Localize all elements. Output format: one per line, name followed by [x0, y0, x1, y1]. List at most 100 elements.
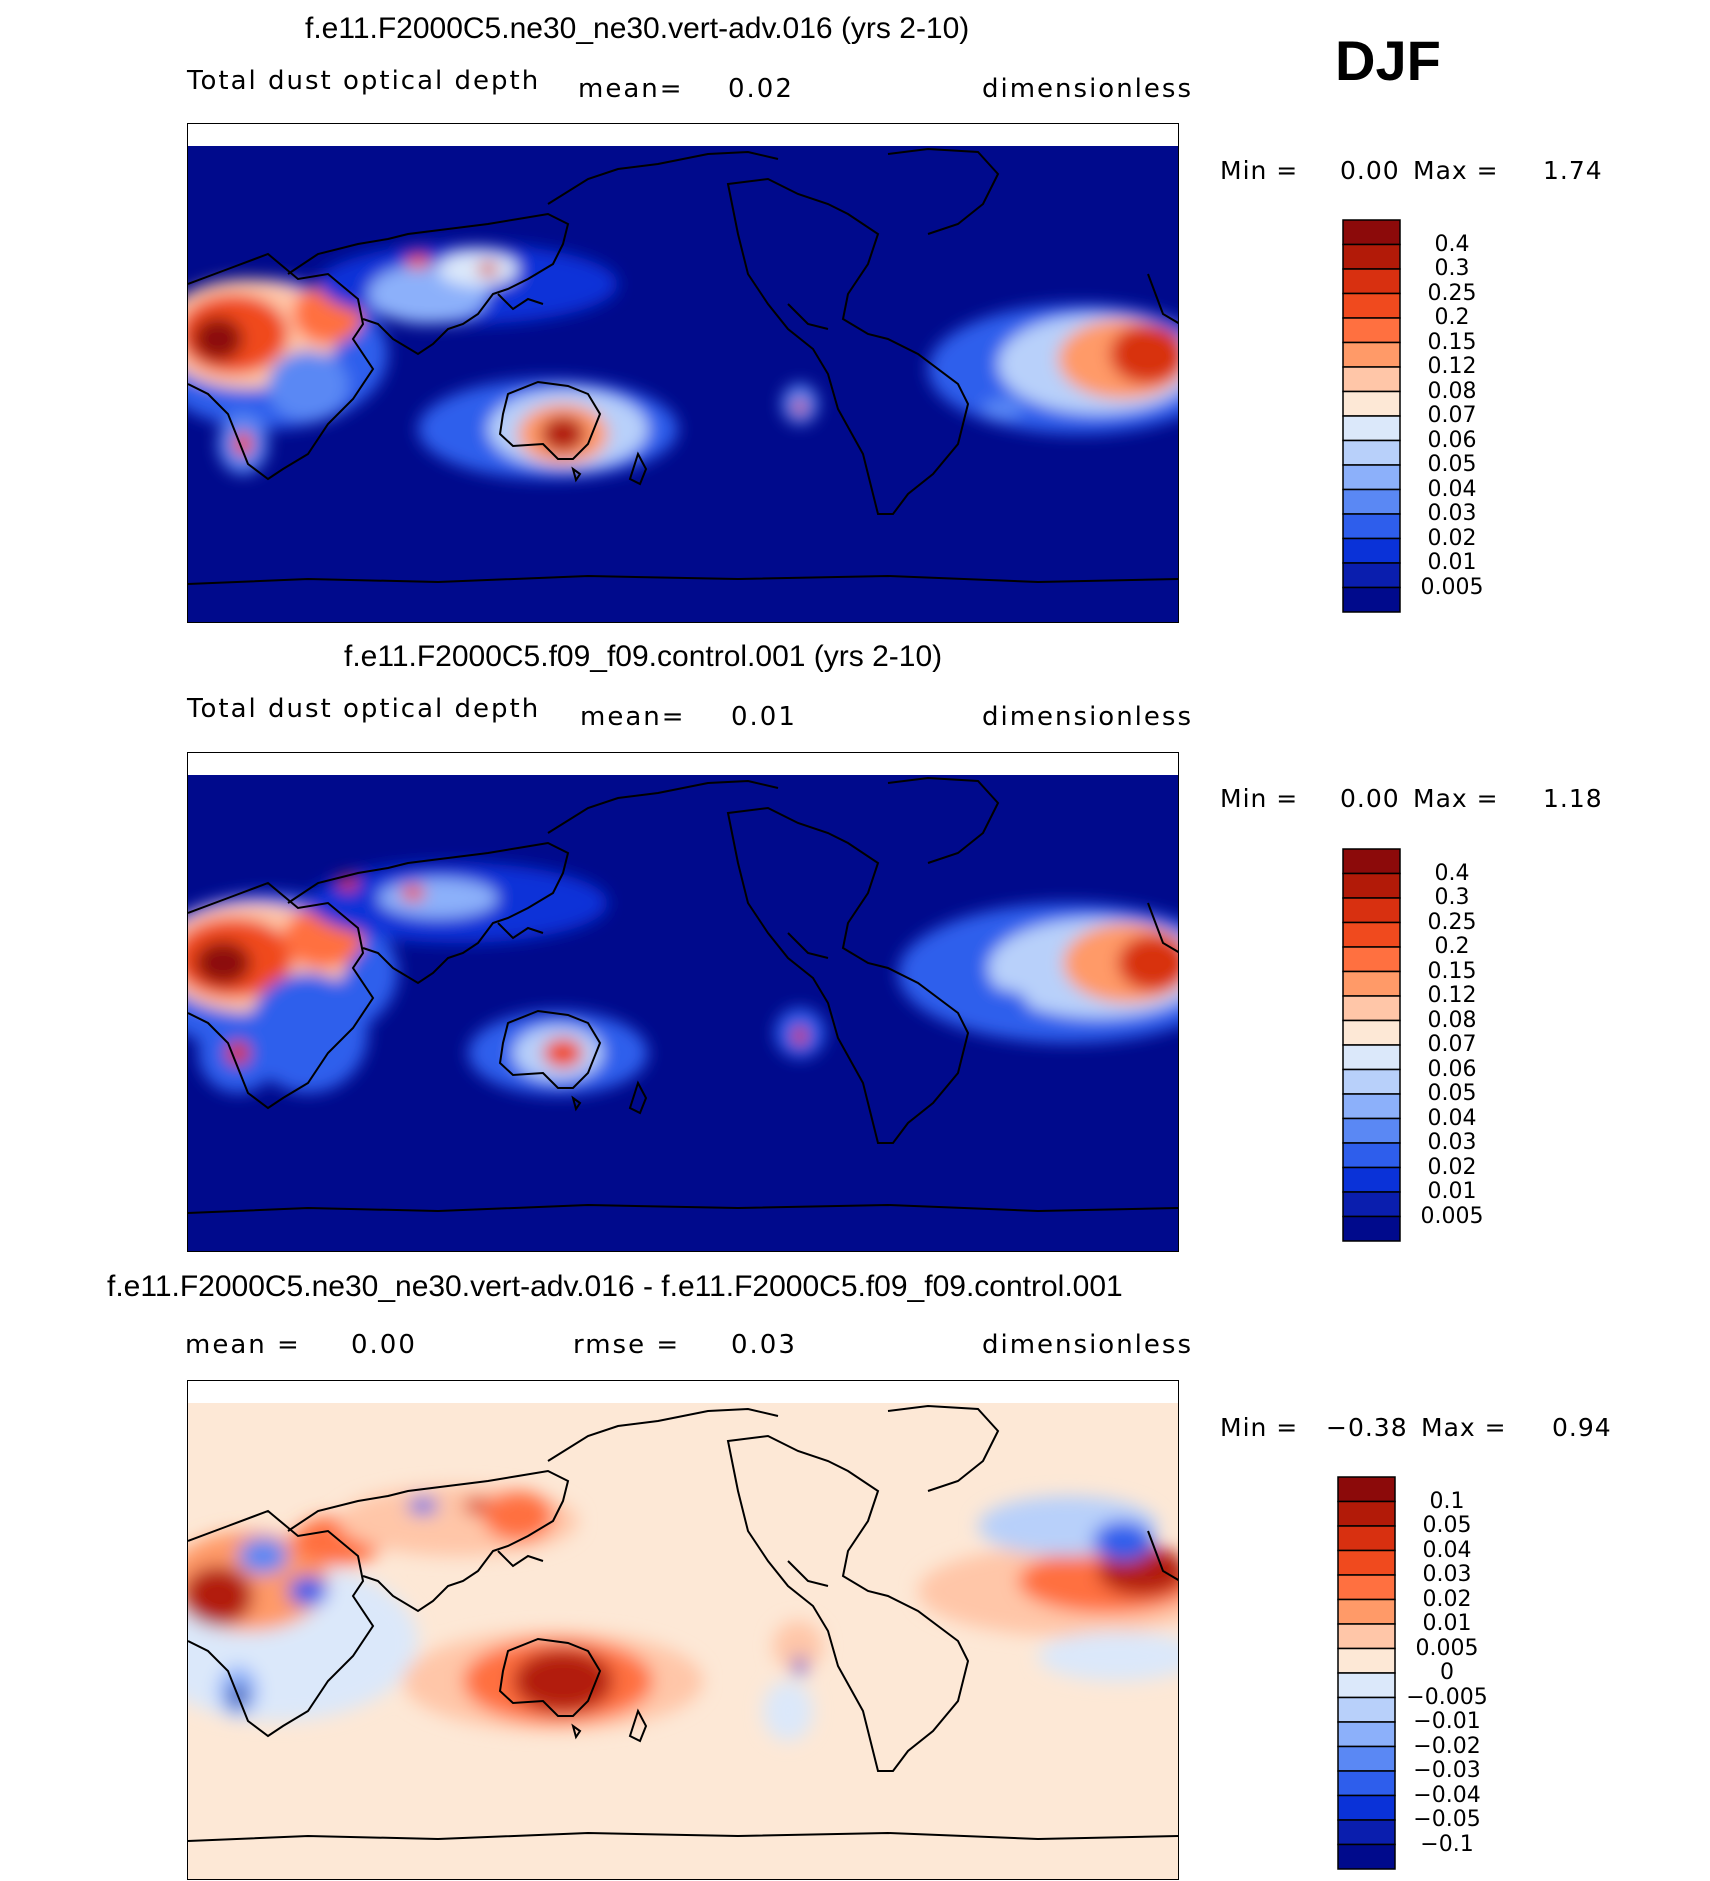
colorbar-swatch [1337, 1647, 1396, 1674]
panel2-max-label: Max = [1413, 784, 1499, 813]
colorbar-tick-label: −0.01 [1413, 1709, 1481, 1734]
panel3-map [187, 1380, 1179, 1880]
panel1-max-value: 1.74 [1543, 156, 1603, 185]
colorbar-swatch [1342, 1019, 1401, 1046]
colorbar-swatch [1342, 586, 1401, 613]
panel1-coastlines [188, 147, 1178, 585]
colorbar-tick-label: 0.4 [1434, 231, 1470, 257]
colorbar-swatch [1337, 1696, 1396, 1723]
colorbar-tick-label: 0.05 [1427, 452, 1477, 477]
colorbar-svg [1342, 219, 1401, 613]
panel1-units: dimensionless [982, 74, 1193, 104]
panel1-min-value: 0.00 [1340, 156, 1400, 185]
colorbar-tick-label: 0.005 [1420, 1203, 1484, 1229]
panel3-title: f.e11.F2000C5.ne30_ne30.vert-adv.016 - f… [107, 1270, 1123, 1303]
colorbar-swatch [1342, 464, 1401, 491]
colorbar-tick-label: −0.03 [1413, 1758, 1481, 1783]
colorbar-swatch [1337, 1794, 1396, 1821]
panel2-mean-value: 0.01 [731, 702, 797, 732]
colorbar-tick-label: 0 [1440, 1660, 1454, 1685]
colorbar-tick-label: 0.25 [1427, 280, 1477, 306]
panel3-rmse-label: rmse = [573, 1330, 681, 1360]
panel1-map-svg [188, 124, 1178, 622]
panel2-map [187, 752, 1179, 1252]
panel3-units: dimensionless [982, 1330, 1193, 1360]
panel1-title: f.e11.F2000C5.ne30_ne30.vert-adv.016 (yr… [305, 12, 970, 45]
colorbar-tick-label: 0.01 [1422, 1611, 1472, 1636]
colorbar-tick-label: −0.005 [1406, 1684, 1488, 1710]
colorbar-tick-label: 0.07 [1427, 1032, 1477, 1057]
colorbar-tick-label: 0.08 [1427, 378, 1477, 404]
colorbar-swatch [1342, 872, 1401, 899]
colorbar-tick-label: 0.04 [1427, 1105, 1477, 1131]
colorbar-tick-label: 0.07 [1427, 403, 1477, 428]
colorbar-swatch [1342, 390, 1401, 417]
colorbar-tick-label: 0.03 [1422, 1562, 1472, 1587]
panel3-coastlines [188, 1404, 1178, 1842]
panel2-map-blank [188, 753, 1178, 775]
colorbar-swatch [1342, 317, 1401, 344]
colorbar-tick-label: 0.15 [1427, 958, 1477, 984]
colorbar-swatch [1337, 1476, 1396, 1503]
colorbar-tick-label: 0.06 [1427, 427, 1477, 453]
colorbar-tick-label: 0.005 [1415, 1635, 1479, 1661]
panel1-max-label: Max = [1413, 156, 1499, 185]
colorbar-swatch [1337, 1500, 1396, 1527]
panel2-map-svg [188, 753, 1178, 1251]
colorbar-tick-label: 0.25 [1427, 909, 1477, 935]
colorbar-tick-label: 0.08 [1427, 1007, 1477, 1033]
colorbar-tick-label: 0.12 [1427, 983, 1477, 1008]
panel3-mean-label: mean = [185, 1330, 301, 1360]
colorbar-swatch [1342, 1093, 1401, 1120]
colorbar-swatch [1342, 921, 1401, 948]
colorbar-swatch [1337, 1574, 1396, 1601]
colorbar-tick-label: 0.1 [1429, 1488, 1465, 1514]
colorbar-swatch [1342, 562, 1401, 589]
colorbar-swatch [1342, 848, 1401, 875]
colorbar-tick-label: 0.01 [1427, 550, 1477, 575]
colorbar-swatch [1342, 1191, 1401, 1218]
panel3-map-blank [188, 1381, 1178, 1403]
colorbar-tick-label: 0.06 [1427, 1056, 1477, 1082]
colorbar-tick-label: 0.03 [1427, 1130, 1477, 1155]
colorbar-tick-label: −0.02 [1413, 1733, 1481, 1759]
colorbar-tick-label: 0.04 [1422, 1537, 1472, 1563]
colorbar-swatch [1342, 946, 1401, 973]
panel1-mean-value: 0.02 [728, 74, 794, 104]
colorbar-tick-label: 0.15 [1427, 329, 1477, 355]
colorbar-tick-label: 0.05 [1422, 1513, 1472, 1538]
colorbar-swatch [1337, 1623, 1396, 1650]
panel2-variable-label: Total dust optical depth [187, 694, 541, 724]
colorbar-tick-label: 0.05 [1427, 1081, 1477, 1106]
panel3-max-value: 0.94 [1552, 1413, 1612, 1442]
panel2-units: dimensionless [982, 702, 1193, 732]
colorbar-swatch [1337, 1843, 1396, 1870]
colorbar-swatch [1342, 1142, 1401, 1169]
colorbar-tick-label: −0.05 [1413, 1807, 1481, 1832]
colorbar-swatch [1342, 1068, 1401, 1095]
panel2-mean-label: mean= [580, 702, 686, 732]
colorbar-tick-label: 0.02 [1427, 525, 1477, 551]
colorbar-tick-label: 0.3 [1434, 256, 1470, 281]
colorbar-swatch [1342, 243, 1401, 270]
panel3-max-label: Max = [1421, 1413, 1507, 1442]
colorbar-swatch [1342, 970, 1401, 997]
colorbar-swatch [1337, 1721, 1396, 1748]
colorbar-swatch [1337, 1672, 1396, 1699]
panel3-map-svg [188, 1381, 1178, 1879]
colorbar-swatch [1337, 1549, 1396, 1576]
colorbar-swatch [1342, 537, 1401, 564]
panel2-min-label: Min = [1220, 784, 1299, 813]
panel3-rmse-value: 0.03 [731, 1330, 797, 1360]
colorbar-tick-label: −0.04 [1413, 1782, 1481, 1808]
colorbar-swatch [1342, 513, 1401, 540]
colorbar-swatch [1337, 1745, 1396, 1772]
colorbar-tick-label: 0.2 [1434, 934, 1470, 959]
panel3-min-value: −0.38 [1326, 1413, 1408, 1442]
colorbar-tick-label: 0.005 [1420, 574, 1484, 600]
colorbar-swatch [1342, 1166, 1401, 1193]
season-label: DJF [1335, 29, 1441, 92]
panel2-dust-field [188, 863, 1178, 1095]
colorbar-tick-label: 0.12 [1427, 354, 1477, 379]
colorbar-svg [1337, 1476, 1396, 1870]
